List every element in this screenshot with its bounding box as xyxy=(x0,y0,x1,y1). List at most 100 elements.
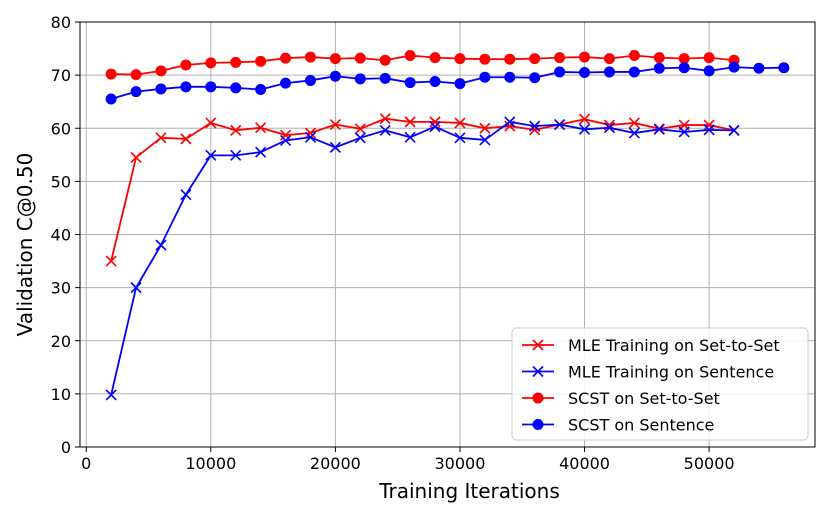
legend-item: SCST on Set-to-Set xyxy=(522,389,720,408)
data-point xyxy=(628,49,640,61)
x-tick-label: 30000 xyxy=(435,454,486,473)
data-point xyxy=(379,124,391,136)
data-point xyxy=(230,82,242,94)
data-point xyxy=(479,53,491,65)
data-point xyxy=(578,123,591,135)
y-tick-label: 70 xyxy=(51,66,71,85)
data-point xyxy=(653,62,665,74)
data-point xyxy=(429,52,441,64)
legend-box xyxy=(511,327,809,441)
series-scst-on-set-to-set xyxy=(105,49,740,81)
data-point xyxy=(404,49,416,61)
series-line-mle-training-on-sentence xyxy=(110,120,735,396)
data-point xyxy=(155,239,167,251)
x-tick-label: 20000 xyxy=(310,454,361,473)
data-point xyxy=(155,65,167,77)
data-point xyxy=(454,117,466,129)
x-axis-label: Training Iterations xyxy=(378,479,560,503)
data-point xyxy=(130,69,142,81)
data-point xyxy=(529,72,541,84)
data-point xyxy=(703,124,715,136)
data-point xyxy=(454,132,466,144)
y-axis-label: Validation C@0.50 xyxy=(13,153,37,337)
data-point xyxy=(628,117,640,129)
data-point xyxy=(678,126,690,138)
data-point xyxy=(354,123,366,135)
data-point xyxy=(255,122,267,134)
data-point xyxy=(504,71,516,83)
data-point xyxy=(778,62,790,74)
data-point xyxy=(255,55,267,67)
legend-label: MLE Training on Set-to-Set xyxy=(568,336,780,355)
data-point xyxy=(280,77,292,89)
data-point xyxy=(404,116,416,128)
data-point xyxy=(554,52,566,64)
data-point xyxy=(603,66,615,78)
data-point xyxy=(653,52,665,64)
data-point xyxy=(304,127,317,139)
data-point xyxy=(280,52,292,64)
data-point xyxy=(628,66,640,78)
data-point xyxy=(429,76,441,87)
data-point xyxy=(554,66,566,78)
data-point xyxy=(329,141,341,153)
data-point xyxy=(628,127,640,139)
data-point xyxy=(703,65,715,77)
data-point xyxy=(105,68,117,80)
data-point xyxy=(279,129,292,141)
data-point xyxy=(230,56,242,68)
legend-item: MLE Training on Sentence xyxy=(522,363,774,382)
data-point xyxy=(354,73,366,85)
axes: 0 10000 20000 30000 40000 50000 0 10 20 30 40 50 60 7… xyxy=(13,13,816,503)
data-point xyxy=(703,119,715,131)
data-point xyxy=(105,255,117,267)
data-point xyxy=(354,132,366,144)
data-point xyxy=(205,57,217,69)
data-point xyxy=(279,134,292,147)
data-point xyxy=(329,53,341,65)
data-point xyxy=(504,53,516,65)
data-point xyxy=(155,83,167,95)
data-point xyxy=(703,52,715,64)
data-point xyxy=(230,149,242,161)
data-point xyxy=(479,71,491,83)
legend-label: SCST on Set-to-Set xyxy=(568,389,720,408)
data-point xyxy=(603,122,616,134)
data-point xyxy=(255,146,267,158)
data-point xyxy=(653,123,665,135)
data-point xyxy=(130,282,142,294)
data-point xyxy=(304,74,316,86)
data-point xyxy=(454,78,466,90)
y-tick-label: 50 xyxy=(51,172,71,191)
data-point xyxy=(753,62,765,74)
data-point xyxy=(180,81,192,93)
data-point xyxy=(379,113,391,125)
data-point xyxy=(554,118,566,131)
legend-item: SCST on Sentence xyxy=(522,416,714,435)
grid xyxy=(80,21,815,448)
y-tick-label: 40 xyxy=(51,226,71,245)
x-tick-label: 10000 xyxy=(185,454,236,473)
data-point xyxy=(603,53,615,65)
data-point xyxy=(180,133,192,145)
data-point xyxy=(429,121,441,133)
data-point xyxy=(329,70,341,82)
legend-label: MLE Training on Sentence xyxy=(568,363,774,382)
series-line-mle-training-on-set-to-set xyxy=(110,117,735,262)
data-point xyxy=(130,151,142,164)
data-point xyxy=(205,149,217,161)
data-point xyxy=(454,53,466,65)
series-scst-on-sentence xyxy=(105,61,790,105)
data-point xyxy=(678,53,690,65)
data-point xyxy=(105,389,117,401)
data-point xyxy=(578,113,591,125)
data-point xyxy=(180,59,192,71)
data-point xyxy=(205,117,217,129)
y-tick-label: 10 xyxy=(51,385,71,404)
x-tick-label: 40000 xyxy=(559,454,610,473)
data-point xyxy=(529,53,541,65)
data-point xyxy=(329,118,341,131)
data-point xyxy=(479,134,491,146)
data-point xyxy=(105,93,117,105)
y-tick-label: 30 xyxy=(51,279,71,298)
